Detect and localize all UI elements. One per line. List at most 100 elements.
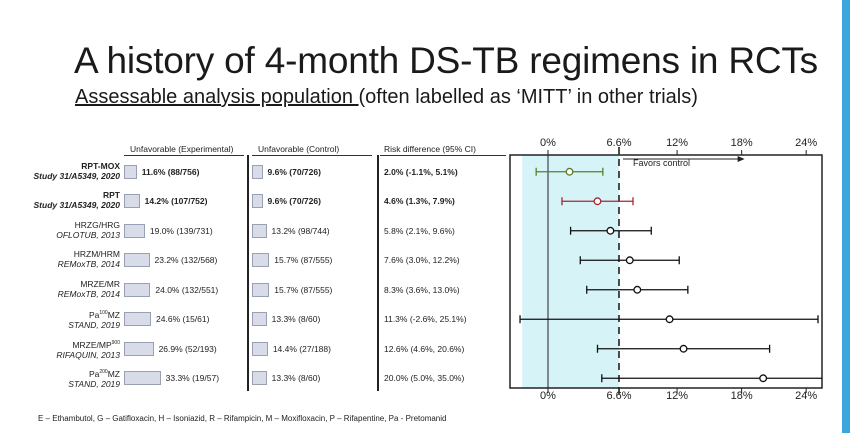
control-bar bbox=[252, 371, 267, 386]
control-bar bbox=[252, 312, 267, 327]
risk-difference-value: 8.3% (3.6%, 13.0%) bbox=[384, 284, 460, 295]
point-estimate bbox=[633, 285, 642, 294]
regimen-suffix: MZ bbox=[107, 369, 120, 380]
experimental-bar bbox=[124, 194, 140, 209]
accent-side-bar bbox=[842, 0, 850, 433]
experimental-value: 14.2% (107/752) bbox=[144, 196, 208, 207]
regimen-label: Pa200MZ bbox=[0, 367, 120, 379]
regimen-label: RPT-MOX bbox=[0, 161, 120, 171]
experimental-bar bbox=[124, 282, 151, 297]
regimen-name: RPT-MOX bbox=[81, 160, 120, 171]
experimental-value: 24.6% (15/61) bbox=[156, 314, 210, 325]
risk-difference-value: 20.0% (5.0%, 35.0%) bbox=[384, 373, 465, 384]
header-underline-control bbox=[252, 155, 372, 156]
regimen-name: MRZE/MR bbox=[80, 278, 120, 289]
study-name: REMoxTB, 2014 bbox=[57, 288, 120, 299]
risk-difference-value: 2.0% (-1.1%, 5.1%) bbox=[384, 166, 458, 177]
subtitle-underlined: Assessable analysis population bbox=[75, 86, 359, 108]
point-estimate bbox=[565, 167, 574, 176]
control-value: 14.4% (27/188) bbox=[272, 343, 331, 354]
regimen-label: HRZM/HRM bbox=[0, 249, 120, 259]
experimental-value: 19.0% (139/731) bbox=[149, 225, 213, 236]
study-name: OFLOTUB, 2013 bbox=[56, 229, 120, 240]
study-name: STAND, 2019 bbox=[68, 320, 120, 331]
regimen-label: MRZE/MR bbox=[0, 279, 120, 289]
study-name: REMoxTB, 2014 bbox=[57, 259, 120, 270]
experimental-value: 23.2% (132/568) bbox=[154, 255, 218, 266]
x-tick-label-bottom: 6.6% bbox=[606, 390, 631, 402]
control-value: 9.6% (70/726) bbox=[267, 196, 321, 207]
header-underline-experimental bbox=[124, 155, 244, 156]
column-separator-1 bbox=[247, 155, 249, 391]
control-value: 13.2% (98/744) bbox=[271, 225, 330, 236]
study-label: RPT Study 31/A5349, 2020 bbox=[0, 190, 120, 210]
regimen-label: MRZE/MP900 bbox=[0, 338, 120, 350]
study-label: Pa200MZ STAND, 2019 bbox=[0, 367, 120, 389]
x-tick-label-bottom: 0% bbox=[540, 390, 556, 402]
favors-control-label: Favors control bbox=[633, 158, 690, 168]
control-value: 13.3% (8/60) bbox=[271, 314, 321, 325]
control-bar bbox=[252, 194, 263, 209]
x-tick-label-bottom: 12% bbox=[666, 390, 688, 402]
control-bar bbox=[252, 164, 263, 179]
x-tick-label-bottom: 24% bbox=[795, 390, 817, 402]
experimental-value: 11.6% (88/756) bbox=[141, 166, 200, 177]
study-name: STAND, 2019 bbox=[68, 379, 120, 390]
regimen-label: Pa100MZ bbox=[0, 308, 120, 320]
point-estimate bbox=[665, 315, 674, 324]
regimen-name: RPT bbox=[103, 190, 120, 201]
experimental-value: 26.9% (52/193) bbox=[158, 343, 217, 354]
experimental-bar bbox=[124, 341, 154, 356]
point-estimate bbox=[606, 226, 615, 235]
regimen-name: Pa bbox=[88, 310, 100, 321]
study-name: RIFAQUIN, 2013 bbox=[56, 349, 120, 360]
control-value: 9.6% (70/726) bbox=[267, 166, 321, 177]
arrow-head bbox=[737, 156, 745, 162]
control-bar bbox=[252, 341, 268, 356]
header-underline-rd bbox=[380, 155, 506, 156]
risk-difference-value: 7.6% (3.0%, 12.2%) bbox=[384, 255, 460, 266]
risk-difference-value: 11.3% (-2.6%, 25.1%) bbox=[384, 314, 467, 325]
control-bar bbox=[252, 223, 267, 238]
risk-difference-value: 12.6% (4.6%, 20.6%) bbox=[384, 343, 465, 354]
x-tick-label-top: 18% bbox=[731, 137, 753, 149]
experimental-value: 33.3% (19/57) bbox=[165, 373, 220, 384]
footnote: E – Ethambutol, G – Gatifloxacin, H – Is… bbox=[38, 414, 447, 423]
experimental-value: 24.0% (132/551) bbox=[155, 284, 219, 295]
control-value: 15.7% (87/555) bbox=[274, 284, 333, 295]
header-risk-difference: Risk difference (95% CI) bbox=[384, 144, 476, 154]
x-tick-label-top: 6.6% bbox=[606, 137, 631, 149]
regimen-suffix: MZ bbox=[107, 310, 120, 321]
risk-difference-value: 5.8% (2.1%, 9.6%) bbox=[384, 225, 455, 236]
study-label: MRZE/MR REMoxTB, 2014 bbox=[0, 279, 120, 299]
point-estimate bbox=[759, 374, 768, 383]
x-tick-label-bottom: 18% bbox=[731, 390, 753, 402]
column-separator-2 bbox=[377, 155, 379, 391]
regimen-name: HRZM/HRM bbox=[73, 249, 120, 260]
x-tick-label-top: 12% bbox=[666, 137, 688, 149]
control-value: 15.7% (87/555) bbox=[274, 255, 333, 266]
experimental-bar bbox=[124, 312, 152, 327]
regimen-name: Pa bbox=[88, 369, 100, 380]
study-name: Study 31/A5349, 2020 bbox=[33, 170, 120, 181]
x-tick-label-top: 24% bbox=[795, 137, 817, 149]
regimen-dose: 200 bbox=[99, 369, 108, 376]
control-bar bbox=[252, 282, 270, 297]
experimental-bar bbox=[124, 223, 145, 238]
point-estimate bbox=[625, 256, 634, 265]
study-label: MRZE/MP900 RIFAQUIN, 2013 bbox=[0, 338, 120, 360]
study-name: Study 31/A5349, 2020 bbox=[33, 200, 120, 211]
study-label: HRZG/HRG OFLOTUB, 2013 bbox=[0, 220, 120, 240]
control-value: 13.3% (8/60) bbox=[271, 373, 321, 384]
point-estimate bbox=[679, 344, 688, 353]
plot-frame bbox=[509, 154, 823, 389]
regimen-label: RPT bbox=[0, 190, 120, 200]
slide-title: A history of 4-month DS-TB regimens in R… bbox=[74, 40, 818, 81]
regimen-label: HRZG/HRG bbox=[0, 220, 120, 230]
x-tick-label-top: 0% bbox=[540, 137, 556, 149]
study-label: HRZM/HRM REMoxTB, 2014 bbox=[0, 249, 120, 269]
regimen-dose: 900 bbox=[111, 339, 120, 346]
header-control: Unfavorable (Control) bbox=[258, 144, 340, 154]
regimen-name: HRZG/HRG bbox=[74, 219, 120, 230]
experimental-bar bbox=[124, 253, 150, 268]
